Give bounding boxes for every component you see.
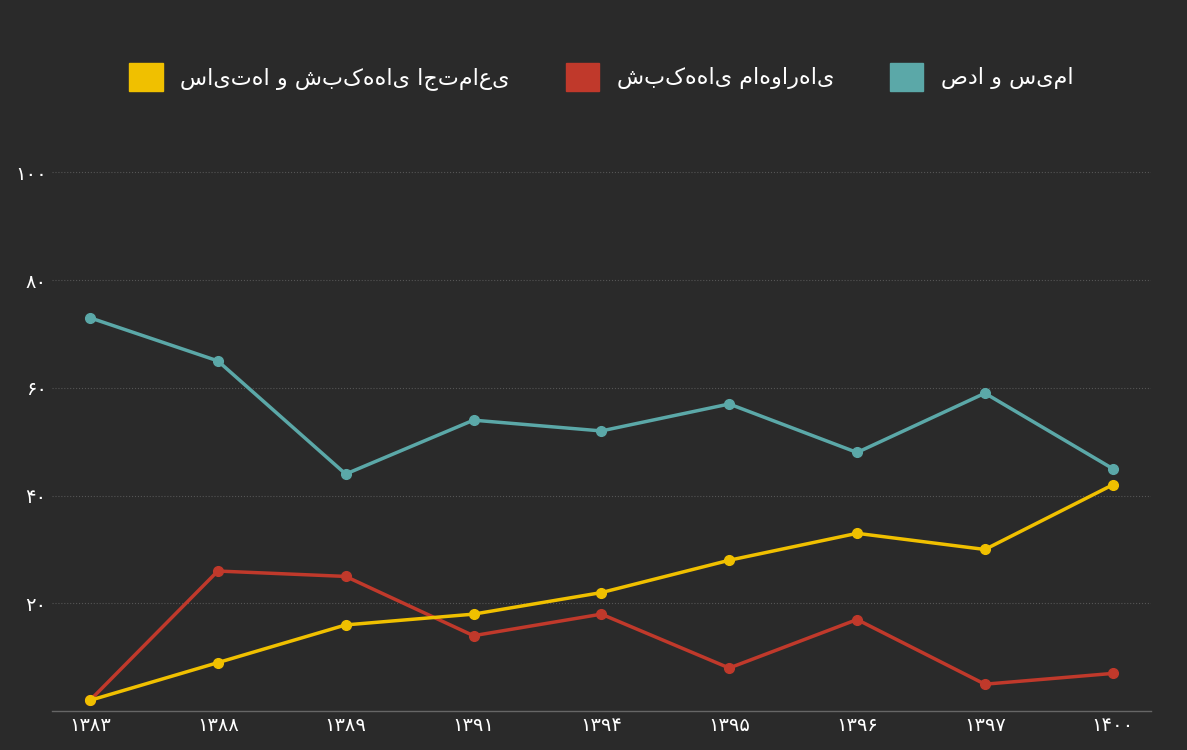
صدا و سیما [978,388,992,398]
سایت‌ها و شبکه‌های اجتماعی [338,620,353,629]
Line: سایت‌ها و شبکه‌های اجتماعی: سایت‌ها و شبکه‌های اجتماعی [85,480,1118,705]
شبکه‌های ماهواره‌ای [1105,669,1119,678]
Line: صدا و سیما: صدا و سیما [85,313,1118,479]
سایت‌ها و شبکه‌های اجتماعی [1105,480,1119,489]
سایت‌ها و شبکه‌های اجتماعی [978,545,992,554]
سایت‌ها و شبکه‌های اجتماعی [466,610,481,619]
شبکه‌های ماهواره‌ای [338,572,353,581]
شبکه‌های ماهواره‌ای [83,696,97,705]
شبکه‌های ماهواره‌ای [595,610,609,619]
شبکه‌های ماهواره‌ای [210,566,224,575]
Line: شبکه‌های ماهواره‌ای: شبکه‌های ماهواره‌ای [85,566,1118,705]
سایت‌ها و شبکه‌های اجتماعی [210,658,224,668]
سایت‌ها و شبکه‌های اجتماعی [83,696,97,705]
سایت‌ها و شبکه‌های اجتماعی [850,529,864,538]
سایت‌ها و شبکه‌های اجتماعی [595,588,609,597]
صدا و سیما [338,470,353,478]
Legend: سایت‌ها و شبکه‌های اجتماعی, شبکه‌های ماهواره‌ای, صدا و سیما: سایت‌ها و شبکه‌های اجتماعی, شبکه‌های ماه… [121,55,1083,100]
صدا و سیما [210,356,224,365]
صدا و سیما [595,427,609,436]
شبکه‌های ماهواره‌ای [850,615,864,624]
صدا و سیما [466,416,481,424]
شبکه‌های ماهواره‌ای [978,680,992,688]
سایت‌ها و شبکه‌های اجتماعی [722,556,736,565]
صدا و سیما [83,314,97,322]
شبکه‌های ماهواره‌ای [722,664,736,673]
شبکه‌های ماهواره‌ای [466,632,481,640]
صدا و سیما [850,448,864,457]
صدا و سیما [722,400,736,409]
صدا و سیما [1105,464,1119,473]
